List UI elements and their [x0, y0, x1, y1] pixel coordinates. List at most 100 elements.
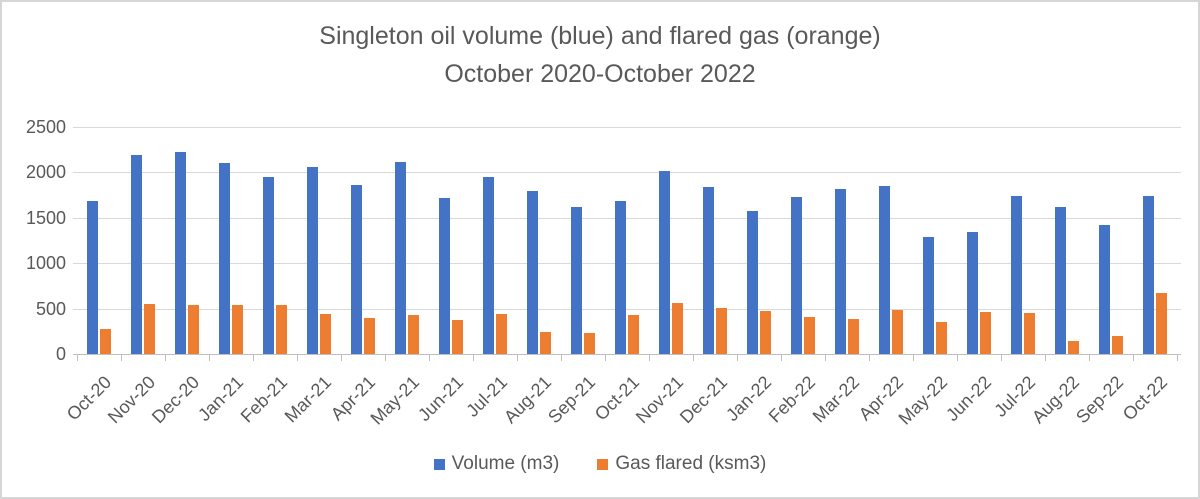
x-tick-mark: [297, 355, 298, 361]
x-tick-mark: [605, 355, 606, 361]
bar-volume-Sep-21: [571, 207, 582, 354]
bar-volume-Sep-22: [1099, 225, 1110, 354]
x-tick-mark: [253, 355, 254, 361]
bar-gas-flared-Feb-21: [276, 305, 287, 354]
x-tick-label-Jun-21: Jun-21: [414, 372, 468, 426]
x-tick-label-Dec-20: Dec-20: [147, 372, 204, 428]
x-tick-label-Sep-22: Sep-22: [1071, 372, 1128, 428]
gridline-2000: [73, 172, 1181, 174]
bar-gas-flared-Mar-22: [848, 319, 859, 354]
bar-gas-flared-Jan-22: [760, 311, 771, 354]
x-tick-label-May-21: May-21: [366, 372, 424, 429]
bar-gas-flared-Oct-22: [1156, 293, 1167, 354]
x-tick-label-Nov-20: Nov-20: [103, 372, 160, 428]
gridline-2500: [73, 127, 1181, 128]
gridline-500: [73, 308, 1181, 310]
bar-gas-flared-Aug-22: [1068, 341, 1079, 354]
x-tick-mark: [517, 355, 518, 361]
legend-swatch-volume-icon: [433, 458, 445, 470]
x-tick-label-Nov-21: Nov-21: [631, 372, 688, 428]
bar-volume-Jan-21: [219, 163, 230, 354]
x-tick-mark: [1089, 355, 1090, 361]
y-tick-label-0: 0: [55, 344, 66, 364]
x-tick-mark: [561, 355, 562, 361]
bar-volume-Oct-21: [615, 201, 626, 354]
bar-gas-flared-Feb-22: [804, 317, 815, 354]
bar-gas-flared-May-21: [408, 315, 419, 354]
y-tick-label-1000: 1000: [25, 253, 66, 274]
bar-volume-Aug-21: [527, 191, 538, 354]
bar-volume-Aug-22: [1055, 207, 1066, 354]
bar-volume-Apr-22: [879, 186, 890, 354]
x-tick-label-Jun-22: Jun-22: [942, 372, 996, 426]
bar-volume-Feb-22: [791, 197, 802, 354]
x-tick-mark: [649, 355, 650, 361]
plot-area: [73, 127, 1181, 361]
bar-gas-flared-Nov-20: [144, 304, 155, 354]
x-tick-mark: [165, 355, 166, 361]
legend-item-gas: Gas flared (ksm3): [597, 453, 766, 475]
x-tick-label-Mar-22: Mar-22: [808, 372, 864, 427]
bar-volume-Jul-21: [483, 177, 494, 354]
x-tick-label-May-22: May-22: [894, 372, 952, 429]
x-tick-mark: [1045, 355, 1046, 361]
legend-swatch-gas-icon: [597, 458, 609, 470]
x-tick-label-Mar-21: Mar-21: [280, 372, 336, 427]
x-tick-mark: [869, 355, 870, 361]
legend: Volume (m3) Gas flared (ksm3): [2, 453, 1198, 475]
bar-volume-Oct-20: [87, 201, 98, 354]
bar-volume-Nov-20: [131, 155, 142, 354]
x-tick-label-Jan-22: Jan-22: [722, 372, 776, 426]
bar-gas-flared-Aug-21: [540, 332, 551, 354]
bar-gas-flared-Oct-21: [628, 315, 639, 354]
x-tick-label-Oct-22: Oct-22: [1118, 372, 1172, 425]
bar-gas-flared-Sep-22: [1112, 336, 1123, 354]
bar-volume-May-21: [395, 162, 406, 354]
bar-gas-flared-Jun-21: [452, 320, 463, 354]
bar-volume-Dec-21: [703, 187, 714, 354]
y-tick-label-1500: 1500: [25, 207, 66, 228]
legend-item-volume: Volume (m3): [433, 453, 559, 475]
x-tick-mark: [913, 355, 914, 361]
bar-gas-flared-Dec-21: [716, 308, 727, 354]
bar-volume-Jun-22: [967, 232, 978, 354]
chart-title-line2: October 2020-October 2022: [444, 60, 756, 88]
x-tick-mark: [121, 355, 122, 361]
bar-gas-flared-Jun-22: [980, 312, 991, 354]
x-tick-mark: [781, 355, 782, 361]
bar-volume-Oct-22: [1143, 196, 1154, 354]
x-tick-mark: [209, 355, 210, 361]
x-tick-mark: [957, 355, 958, 361]
bar-gas-flared-Jul-21: [496, 314, 507, 354]
gridline-1500: [73, 217, 1181, 219]
bar-volume-Jan-22: [747, 211, 758, 354]
bar-volume-Dec-20: [175, 152, 186, 354]
bar-volume-Mar-21: [307, 167, 318, 354]
bar-gas-flared-Nov-21: [672, 303, 683, 354]
x-axis-line: [73, 354, 1181, 355]
y-axis-labels: 0 500 1000 1500 2000 2500: [2, 117, 66, 364]
x-tick-mark: [77, 355, 78, 361]
x-tick-label-Dec-21: Dec-21: [675, 372, 732, 428]
x-tick-mark: [693, 355, 694, 361]
x-tick-mark: [737, 355, 738, 361]
gridline-1000: [73, 263, 1181, 265]
bar-volume-Mar-22: [835, 189, 846, 354]
bar-gas-flared-Jan-21: [232, 305, 243, 354]
bar-gas-flared-Dec-20: [188, 305, 199, 354]
bar-gas-flared-Sep-21: [584, 333, 595, 354]
x-tick-mark: [1133, 355, 1134, 361]
x-tick-label-Feb-21: Feb-21: [236, 372, 292, 427]
bar-gas-flared-Oct-20: [100, 329, 111, 354]
bar-volume-Jul-22: [1011, 196, 1022, 354]
x-tick-label-Jan-21: Jan-21: [194, 372, 248, 426]
bar-volume-May-22: [923, 237, 934, 354]
bar-volume-Nov-21: [659, 171, 670, 354]
x-tick-mark: [1177, 355, 1178, 361]
y-tick-label-500: 500: [35, 298, 66, 319]
bar-gas-flared-Apr-22: [892, 310, 903, 354]
x-tick-mark: [429, 355, 430, 361]
bar-gas-flared-Apr-21: [364, 318, 375, 354]
x-tick-mark: [385, 355, 386, 361]
